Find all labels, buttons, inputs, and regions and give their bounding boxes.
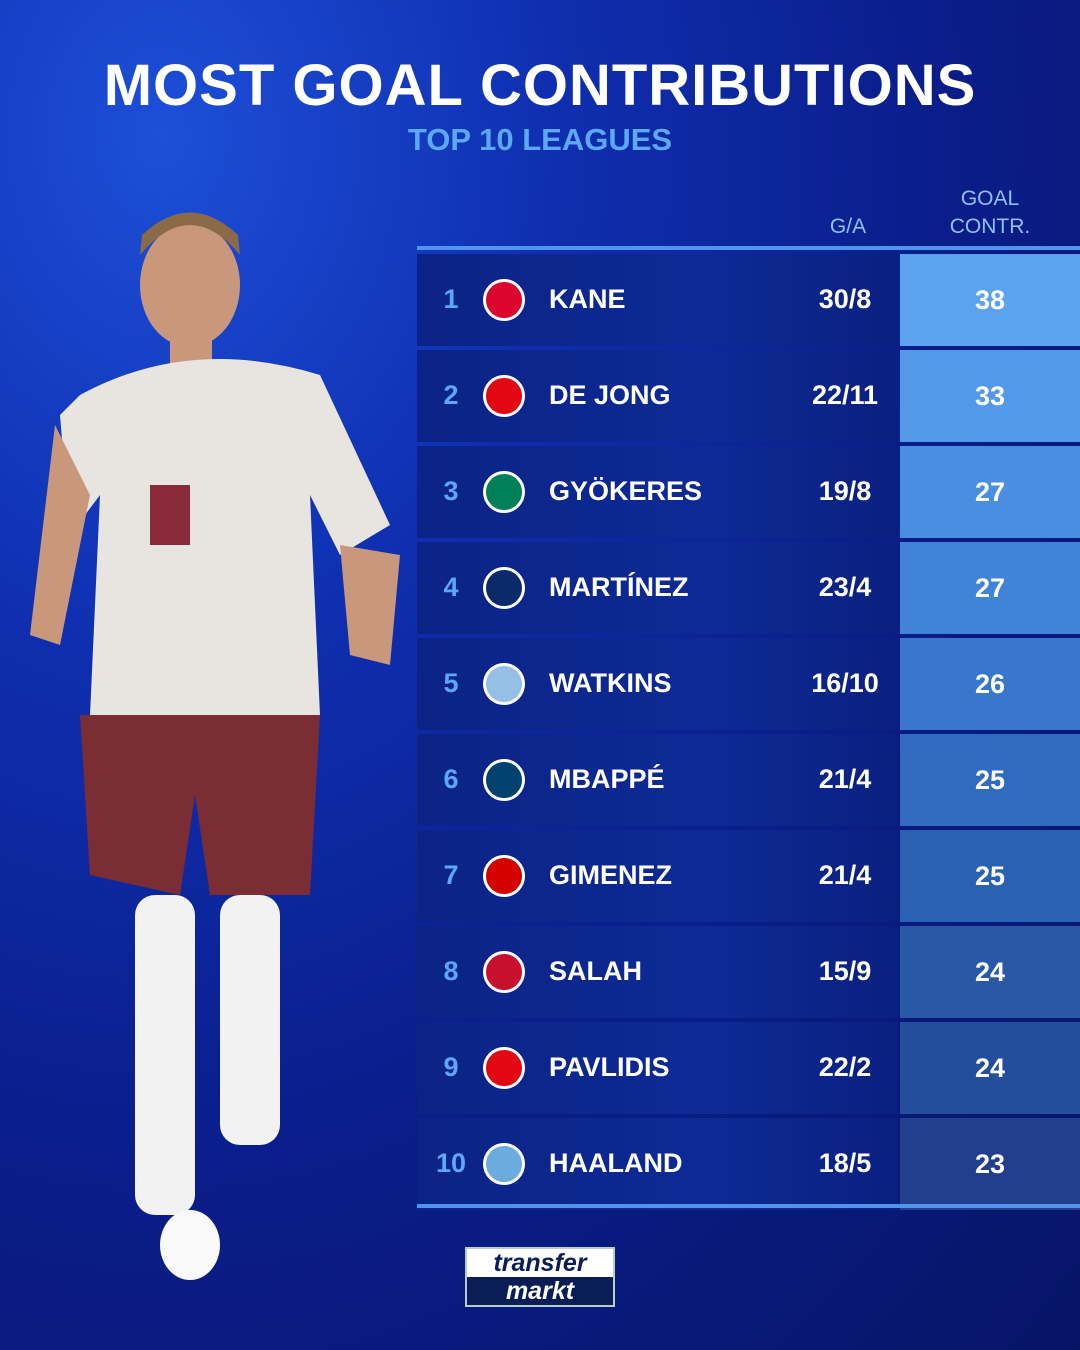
page-subtitle: TOP 10 LEAGUES [407, 122, 673, 157]
goal-contributions: 25 [900, 734, 1080, 826]
player-name: SALAH [549, 956, 642, 986]
club-badge-icon [483, 951, 525, 993]
player-name: WATKINS [549, 668, 672, 698]
row-main-cell: 5 WATKINS 16/10 [417, 638, 898, 730]
goals-assists: 22/2 [818, 1052, 872, 1082]
rank-number: 1 [443, 284, 459, 314]
rank-number: 10 [435, 1148, 467, 1178]
row-main-cell: 4 MARTÍNEZ 23/4 [417, 542, 898, 634]
row-main-cell: 3 GYÖKERES 19/8 [417, 446, 898, 538]
goal-contributions: 25 [900, 830, 1080, 922]
goals-assists: 16/10 [811, 668, 879, 698]
table-bottom-divider [417, 1204, 1080, 1208]
club-badge-icon [483, 759, 525, 801]
rank-number: 2 [443, 380, 459, 410]
club-badge-icon [483, 1047, 525, 1089]
player-name: MBAPPÉ [549, 764, 665, 794]
rank-number: 6 [443, 764, 459, 794]
goal-contributions: 24 [900, 1022, 1080, 1114]
club-badge-icon [483, 375, 525, 417]
goal-contributions: 27 [900, 542, 1080, 634]
table-row: 8 SALAH 15/9 24 [417, 926, 1080, 1018]
rank-number: 7 [443, 860, 459, 890]
row-main-cell: 8 SALAH 15/9 [417, 926, 898, 1018]
club-badge-icon [483, 1143, 525, 1185]
rank-number: 5 [443, 668, 459, 698]
page-title: MOST GOAL CONTRIBUTIONS [103, 53, 977, 118]
goals-assists: 15/9 [818, 956, 872, 986]
goal-contributions: 23 [900, 1118, 1080, 1210]
goal-contributions: 27 [900, 446, 1080, 538]
table-row: 6 MBAPPÉ 21/4 25 [417, 734, 1080, 826]
club-badge-icon [483, 855, 525, 897]
player-name: MARTÍNEZ [549, 572, 689, 602]
goal-contributions: 24 [900, 926, 1080, 1018]
table-row: 1 KANE 30/8 38 [417, 254, 1080, 346]
player-name: PAVLIDIS [549, 1052, 670, 1082]
rank-number: 4 [443, 572, 459, 602]
goals-assists: 22/11 [811, 380, 879, 410]
goals-assists: 30/8 [818, 284, 872, 314]
player-photo [30, 212, 400, 1280]
header-ga: G/A [829, 215, 867, 238]
row-main-cell: 7 GIMENEZ 21/4 [417, 830, 898, 922]
goals-assists: 21/4 [818, 764, 872, 794]
player-name: HAALAND [549, 1148, 683, 1178]
table-top-divider [417, 246, 1080, 250]
goals-assists: 21/4 [818, 860, 872, 890]
row-main-cell: 10 HAALAND 18/5 [417, 1118, 898, 1210]
club-badge-icon [483, 279, 525, 321]
row-main-cell: 6 MBAPPÉ 21/4 [417, 734, 898, 826]
table-row: 2 DE JONG 22/11 33 [417, 350, 1080, 442]
player-name: GYÖKERES [549, 476, 703, 506]
table-row: 3 GYÖKERES 19/8 27 [417, 446, 1080, 538]
row-main-cell: 9 PAVLIDIS 22/2 [417, 1022, 898, 1114]
goal-contributions: 33 [900, 350, 1080, 442]
table-row: 7 GIMENEZ 21/4 25 [417, 830, 1080, 922]
rank-number: 3 [443, 476, 459, 506]
header-goal-contr: GOAL CONTR. [900, 185, 1080, 241]
table-row: 9 PAVLIDIS 22/2 24 [417, 1022, 1080, 1114]
player-name: DE JONG [549, 380, 671, 410]
transfermarkt-logo: transfer markt [465, 1247, 615, 1307]
goal-contributions: 26 [900, 638, 1080, 730]
goal-contributions: 38 [900, 254, 1080, 346]
header-contr-line1: GOAL [960, 187, 1020, 210]
club-badge-icon [483, 663, 525, 705]
table-row: 10 HAALAND 18/5 23 [417, 1118, 1080, 1210]
club-badge-icon [483, 567, 525, 609]
goals-assists: 19/8 [818, 476, 872, 506]
goals-assists: 23/4 [818, 572, 872, 602]
table-row: 5 WATKINS 16/10 26 [417, 638, 1080, 730]
club-badge-icon [483, 471, 525, 513]
row-main-cell: 2 DE JONG 22/11 [417, 350, 898, 442]
rank-number: 8 [443, 956, 459, 986]
player-name: KANE [549, 284, 626, 314]
goals-assists: 18/5 [818, 1148, 872, 1178]
row-main-cell: 1 KANE 30/8 [417, 254, 898, 346]
table-row: 4 MARTÍNEZ 23/4 27 [417, 542, 1080, 634]
header-contr-line2: CONTR. [949, 215, 1031, 238]
rank-number: 9 [443, 1052, 459, 1082]
player-name: GIMENEZ [549, 860, 673, 890]
